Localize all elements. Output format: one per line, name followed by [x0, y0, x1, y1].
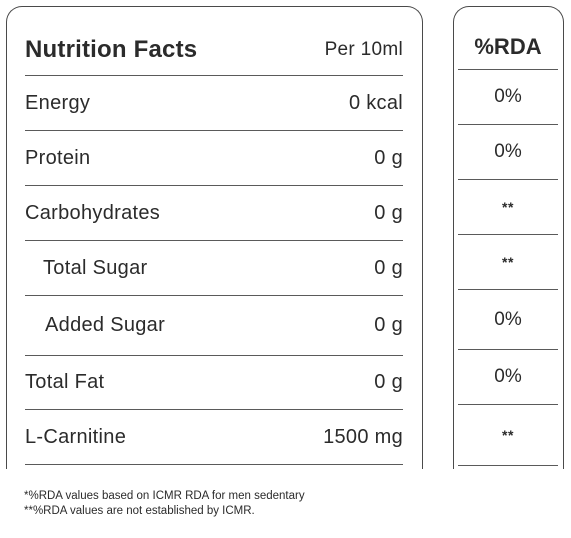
footnote-1: *%RDA values based on ICMR RDA for men s… [24, 490, 305, 502]
header-row: Nutrition Facts Per 10ml [25, 25, 403, 76]
nutrition-facts-panel: Nutrition Facts Per 10ml Energy 0 kcal P… [6, 6, 423, 469]
nutrient-row-added-sugar: Added Sugar 0 g [25, 296, 403, 356]
nutrient-value: 0 g [374, 256, 403, 279]
nutrient-row-protein: Protein 0 g [25, 131, 403, 186]
rda-energy: 0% [458, 70, 558, 125]
nutrient-value: 0 g [374, 146, 403, 169]
rda-panel: %RDA 0% 0% ** ** 0% 0% ** [453, 6, 564, 469]
nutrient-row-energy: Energy 0 kcal [25, 76, 403, 131]
nutrition-title: Nutrition Facts [25, 36, 198, 63]
nutrient-row-total-sugar: Total Sugar 0 g [25, 241, 403, 296]
rda-total-sugar: ** [458, 235, 558, 290]
nutrient-label: Total Fat [25, 371, 105, 393]
nutrient-label: Added Sugar [45, 314, 166, 336]
rda-header: %RDA [458, 25, 558, 70]
rda-carbohydrates: ** [458, 180, 558, 235]
rda-added-sugar: 0% [458, 290, 558, 350]
nutrient-value: 1500 mg [323, 425, 403, 448]
nutrient-label: Carbohydrates [25, 201, 161, 224]
nutrient-label: Total Sugar [43, 256, 148, 279]
footnote-2: **%RDA values are not established by ICM… [24, 505, 255, 517]
nutrient-row-carbohydrates: Carbohydrates 0 g [25, 186, 403, 241]
nutrient-label: Protein [25, 146, 91, 169]
rda-l-carnitine: ** [458, 405, 558, 466]
nutrient-value: 0 g [374, 371, 403, 393]
nutrient-row-total-fat: Total Fat 0 g [25, 356, 403, 410]
nutrient-value: 0 g [374, 314, 403, 336]
rda-total-fat: 0% [458, 350, 558, 405]
nutrient-row-l-carnitine: L-Carnitine 1500 mg [25, 410, 403, 465]
nutrient-label: Energy [25, 91, 91, 114]
serving-size: Per 10ml [324, 39, 403, 60]
nutrient-value: 0 g [374, 201, 403, 224]
footnotes: *%RDA values based on ICMR RDA for men s… [24, 489, 305, 519]
rda-protein: 0% [458, 125, 558, 180]
nutrient-value: 0 kcal [348, 91, 403, 114]
nutrient-label: L-Carnitine [25, 425, 127, 448]
